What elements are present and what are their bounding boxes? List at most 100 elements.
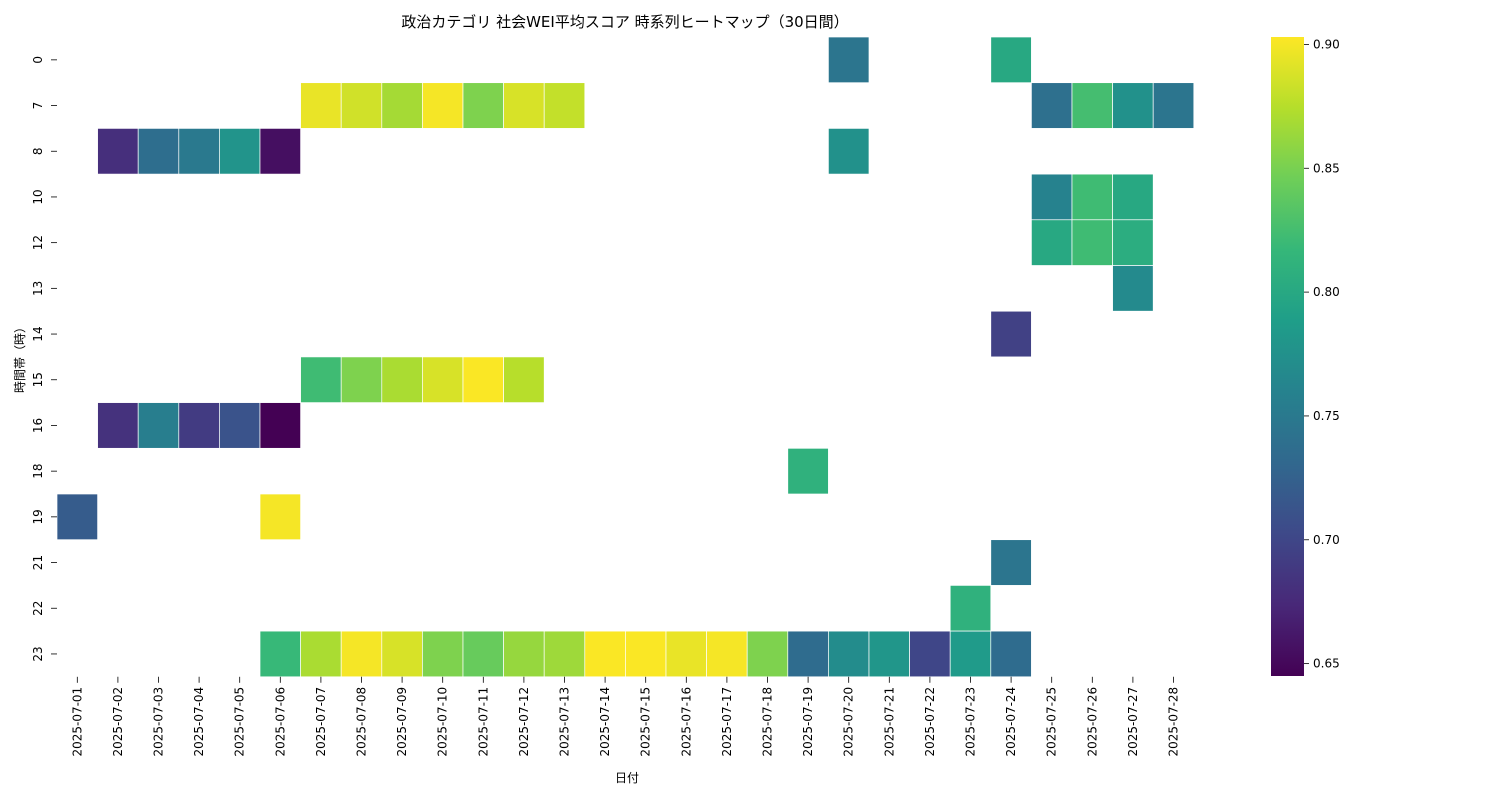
y-tick-label: 23	[31, 646, 45, 661]
x-tick-label: 2025-07-07	[314, 687, 328, 757]
x-tick-label: 2025-07-24	[1004, 687, 1018, 757]
x-tick-label: 2025-07-02	[111, 687, 125, 757]
heatmap-cell	[381, 630, 423, 678]
heatmap-cell	[97, 128, 139, 175]
heatmap-cell	[56, 493, 98, 541]
heatmap-cell	[178, 402, 220, 449]
heatmap-cell	[503, 82, 545, 129]
heatmap-cell	[1031, 173, 1073, 221]
heatmap-cell	[137, 402, 180, 449]
heatmap-cell	[543, 82, 586, 129]
heatmap-cell	[543, 630, 586, 678]
heatmap-cell	[1031, 219, 1073, 266]
heatmap-cell	[746, 630, 789, 678]
colorbar-tick-label: 0.75	[1313, 409, 1340, 423]
y-tick-label: 22	[31, 601, 45, 616]
x-tick-label: 2025-07-13	[558, 687, 572, 757]
heatmap-cell	[990, 36, 1032, 84]
heatmap-cell	[422, 356, 464, 403]
x-tick-label: 2025-07-08	[355, 687, 369, 757]
heatmap-cell	[340, 82, 383, 129]
x-tick-label: 2025-07-11	[476, 687, 490, 757]
heatmap-cell	[178, 128, 220, 175]
heatmap-cell	[219, 128, 261, 175]
heatmap-cell	[1112, 219, 1154, 266]
y-tick-label: 7	[31, 102, 45, 110]
y-tick-label: 13	[31, 281, 45, 296]
heatmap-cell	[584, 630, 626, 678]
x-tick-label: 2025-07-05	[233, 687, 247, 757]
colorbar-tick-label: 0.85	[1313, 161, 1340, 175]
x-tick-label: 2025-07-06	[273, 687, 287, 757]
x-tick-label: 2025-07-15	[639, 687, 653, 757]
x-tick-label: 2025-07-25	[1045, 687, 1059, 757]
y-tick-label: 16	[31, 418, 45, 433]
heatmap-cell	[259, 128, 301, 175]
x-tick-label: 2025-07-19	[801, 687, 815, 757]
heatmap-cell	[300, 82, 342, 129]
heatmap-cell	[949, 630, 992, 678]
x-tick-label: 2025-07-16	[679, 687, 693, 757]
heatmap-cell	[828, 36, 870, 84]
x-tick-label: 2025-07-26	[1085, 687, 1099, 757]
colorbar-ticks: 0.65 0.70 0.75 0.80 0.85 0.90	[1304, 37, 1340, 671]
x-tick-label: 2025-07-01	[70, 687, 84, 757]
heatmap-cell	[462, 82, 504, 129]
x-tick-label: 2025-07-04	[192, 687, 206, 757]
heatmap-cell	[828, 128, 870, 175]
heatmap-cell	[868, 630, 910, 678]
heatmap-cell	[97, 402, 139, 449]
heatmap-cell	[990, 539, 1032, 586]
x-tick-label: 2025-07-20	[842, 687, 856, 757]
heatmap-cell	[909, 630, 951, 678]
y-axis-ticks: 0 7 8 10 12 13 14 15 16 18 19 21 22 23	[31, 56, 57, 662]
heatmap-cell	[422, 630, 464, 678]
heatmap-cell	[1071, 82, 1113, 129]
x-axis-label: 日付	[615, 771, 639, 785]
x-tick-label: 2025-07-18	[761, 687, 775, 757]
heatmap-cell	[949, 585, 992, 632]
y-tick-label: 19	[31, 509, 45, 524]
y-tick-label: 8	[31, 147, 45, 155]
heatmap-cell	[828, 630, 870, 678]
x-tick-label: 2025-07-17	[720, 687, 734, 757]
heatmap-cell	[706, 630, 748, 678]
x-tick-label: 2025-07-28	[1167, 687, 1181, 757]
heatmap-cell	[340, 630, 383, 678]
x-tick-label: 2025-07-09	[395, 687, 409, 757]
x-tick-label: 2025-07-10	[436, 687, 450, 757]
x-tick-label: 2025-07-23	[964, 687, 978, 757]
y-tick-label: 12	[31, 235, 45, 250]
x-tick-label: 2025-07-12	[517, 687, 531, 757]
heatmap-cell	[259, 630, 301, 678]
heatmap-cell	[787, 630, 829, 678]
colorbar-tick-label: 0.70	[1313, 533, 1340, 547]
heatmap-cell	[1112, 82, 1154, 129]
x-tick-label: 2025-07-22	[923, 687, 937, 757]
heatmap-cell	[381, 82, 423, 129]
heatmap-cell	[462, 630, 504, 678]
y-tick-label: 18	[31, 464, 45, 479]
heatmap-cell	[503, 356, 545, 403]
y-tick-label: 10	[31, 189, 45, 204]
heatmap-cell	[990, 310, 1032, 358]
heatmap-cell	[990, 630, 1032, 678]
x-axis-ticks: 2025-07-01 2025-07-02 2025-07-03 2025-07-04…	[70, 676, 1181, 757]
heatmap-cell	[1152, 82, 1195, 129]
heatmap-cell	[1071, 219, 1113, 266]
heatmap-cells	[56, 36, 1195, 678]
colorbar-tick-label: 0.80	[1313, 285, 1340, 299]
x-tick-label: 2025-07-21	[882, 687, 896, 757]
heatmap-cell	[422, 82, 464, 129]
colorbar	[1271, 37, 1304, 676]
y-tick-label: 14	[31, 326, 45, 341]
heatmap-cell	[259, 493, 301, 541]
y-tick-label: 0	[31, 56, 45, 64]
heatmap-cell	[503, 630, 545, 678]
heatmap-cell	[625, 630, 667, 678]
x-tick-label: 2025-07-14	[598, 687, 612, 757]
colorbar-tick-label: 0.65	[1313, 657, 1340, 671]
heatmap-cell	[1112, 265, 1154, 312]
heatmap-cell	[340, 356, 383, 403]
